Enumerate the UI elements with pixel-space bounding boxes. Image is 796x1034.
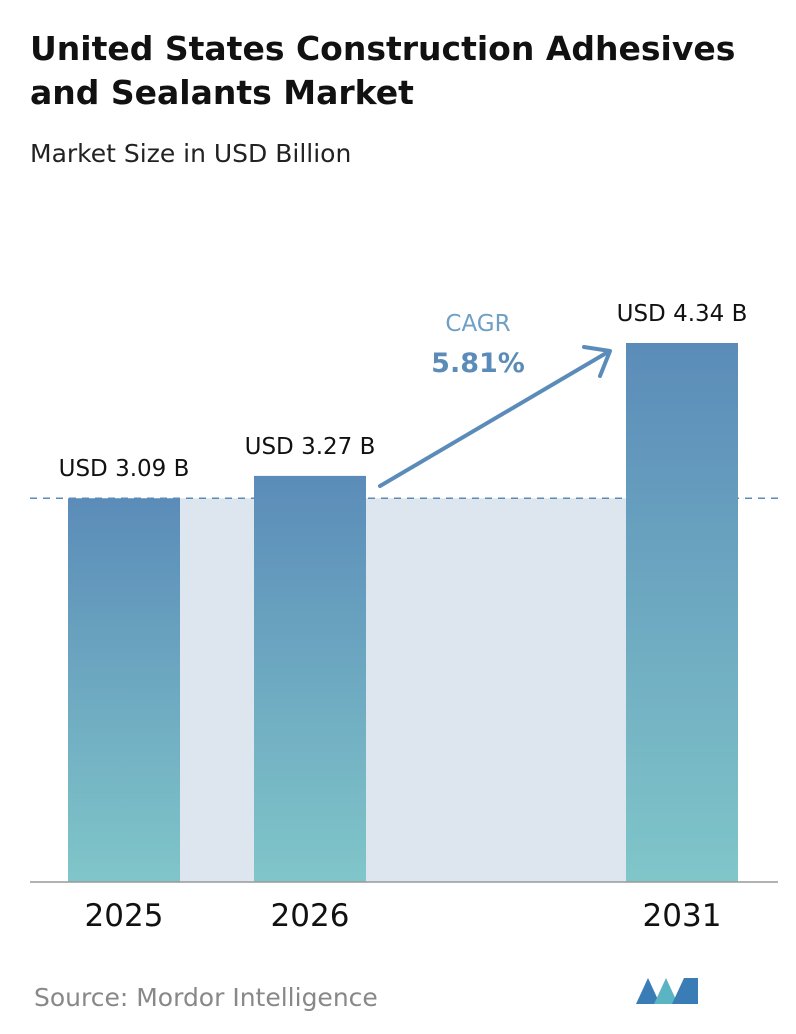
cagr-value: 5.81% <box>431 348 525 379</box>
x-tick-label: 2025 <box>85 898 164 934</box>
value-label: USD 3.27 B <box>245 434 376 460</box>
bar <box>68 498 180 882</box>
logo <box>636 978 698 1004</box>
x-tick-label: 2031 <box>643 898 722 934</box>
x-tick-label: 2026 <box>271 898 350 934</box>
cagr-arrow <box>378 350 610 488</box>
chart-title: United States Construction Adhesives and … <box>30 29 735 112</box>
reference-band <box>180 498 626 882</box>
cagr-arrowhead <box>582 345 612 378</box>
bar <box>254 475 366 882</box>
chart-subtitle: Market Size in USD Billion <box>30 139 351 168</box>
value-label: USD 3.09 B <box>59 456 190 482</box>
source: Source: Mordor Intelligence <box>34 983 378 1012</box>
value-label: USD 4.34 B <box>617 301 748 327</box>
bar <box>626 343 738 882</box>
cagr-label: CAGR <box>445 311 510 337</box>
